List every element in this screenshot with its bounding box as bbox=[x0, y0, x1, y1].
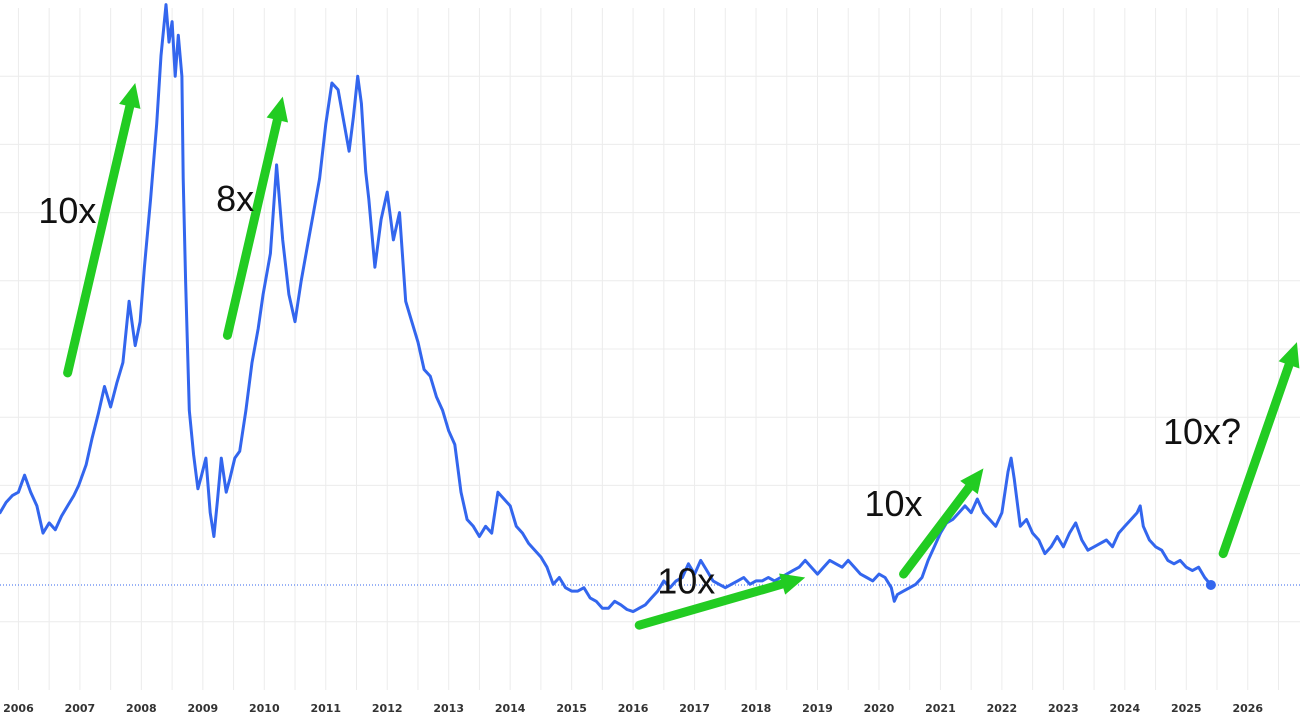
growth-arrow-head bbox=[119, 83, 141, 109]
growth-arrow-head bbox=[960, 468, 984, 495]
growth-arrow-shaft bbox=[1218, 360, 1294, 559]
x-tick-label: 2011 bbox=[310, 702, 341, 715]
x-tick-label: 2019 bbox=[802, 702, 833, 715]
x-tick-label: 2022 bbox=[987, 702, 1018, 715]
x-tick-label: 2008 bbox=[126, 702, 157, 715]
growth-arrow-shaft bbox=[222, 115, 282, 340]
growth-arrow-shaft bbox=[634, 579, 787, 630]
growth-label: 10x bbox=[38, 190, 96, 231]
x-tick-label: 2020 bbox=[864, 702, 895, 715]
x-tick-label: 2018 bbox=[741, 702, 772, 715]
x-tick-label: 2014 bbox=[495, 702, 526, 715]
x-tick-label: 2026 bbox=[1232, 702, 1263, 715]
x-tick-label: 2016 bbox=[618, 702, 649, 715]
x-tick-label: 2013 bbox=[433, 702, 464, 715]
x-tick-label: 2012 bbox=[372, 702, 403, 715]
x-tick-label: 2010 bbox=[249, 702, 280, 715]
growth-label: 10x bbox=[864, 483, 922, 524]
growth-arrow-head bbox=[779, 573, 806, 595]
growth-arrow-shaft bbox=[899, 482, 974, 579]
x-tick-label: 2017 bbox=[679, 702, 710, 715]
x-tick-label: 2024 bbox=[1110, 702, 1141, 715]
growth-arrow-head bbox=[1278, 342, 1300, 369]
x-tick-label: 2015 bbox=[556, 702, 587, 715]
growth-label: 10x? bbox=[1163, 411, 1241, 452]
growth-label: 8x bbox=[216, 178, 254, 219]
x-tick-label: 2007 bbox=[65, 702, 96, 715]
x-tick-label: 2021 bbox=[925, 702, 956, 715]
x-tick-label: 2009 bbox=[188, 702, 219, 715]
growth-arrow-head bbox=[266, 96, 289, 123]
last-point-marker bbox=[1205, 579, 1216, 590]
price-series bbox=[0, 3, 1216, 614]
x-axis-ticks: 2006 2007 2008 2009 2010 2011 2012 2013 2014 2015… bbox=[3, 702, 1263, 715]
growth-arrow-shaft bbox=[63, 101, 135, 378]
grid-lines bbox=[0, 8, 1300, 690]
x-tick-label: 2023 bbox=[1048, 702, 1079, 715]
growth-label: 10x bbox=[657, 560, 715, 601]
growth-labels: 10x 8x 10x 10x 10x? bbox=[38, 178, 1241, 601]
growth-arrows bbox=[63, 83, 1300, 630]
series-line-0 bbox=[0, 3, 1213, 614]
x-tick-label: 2006 bbox=[3, 702, 34, 715]
x-tick-label: 2025 bbox=[1171, 702, 1202, 715]
